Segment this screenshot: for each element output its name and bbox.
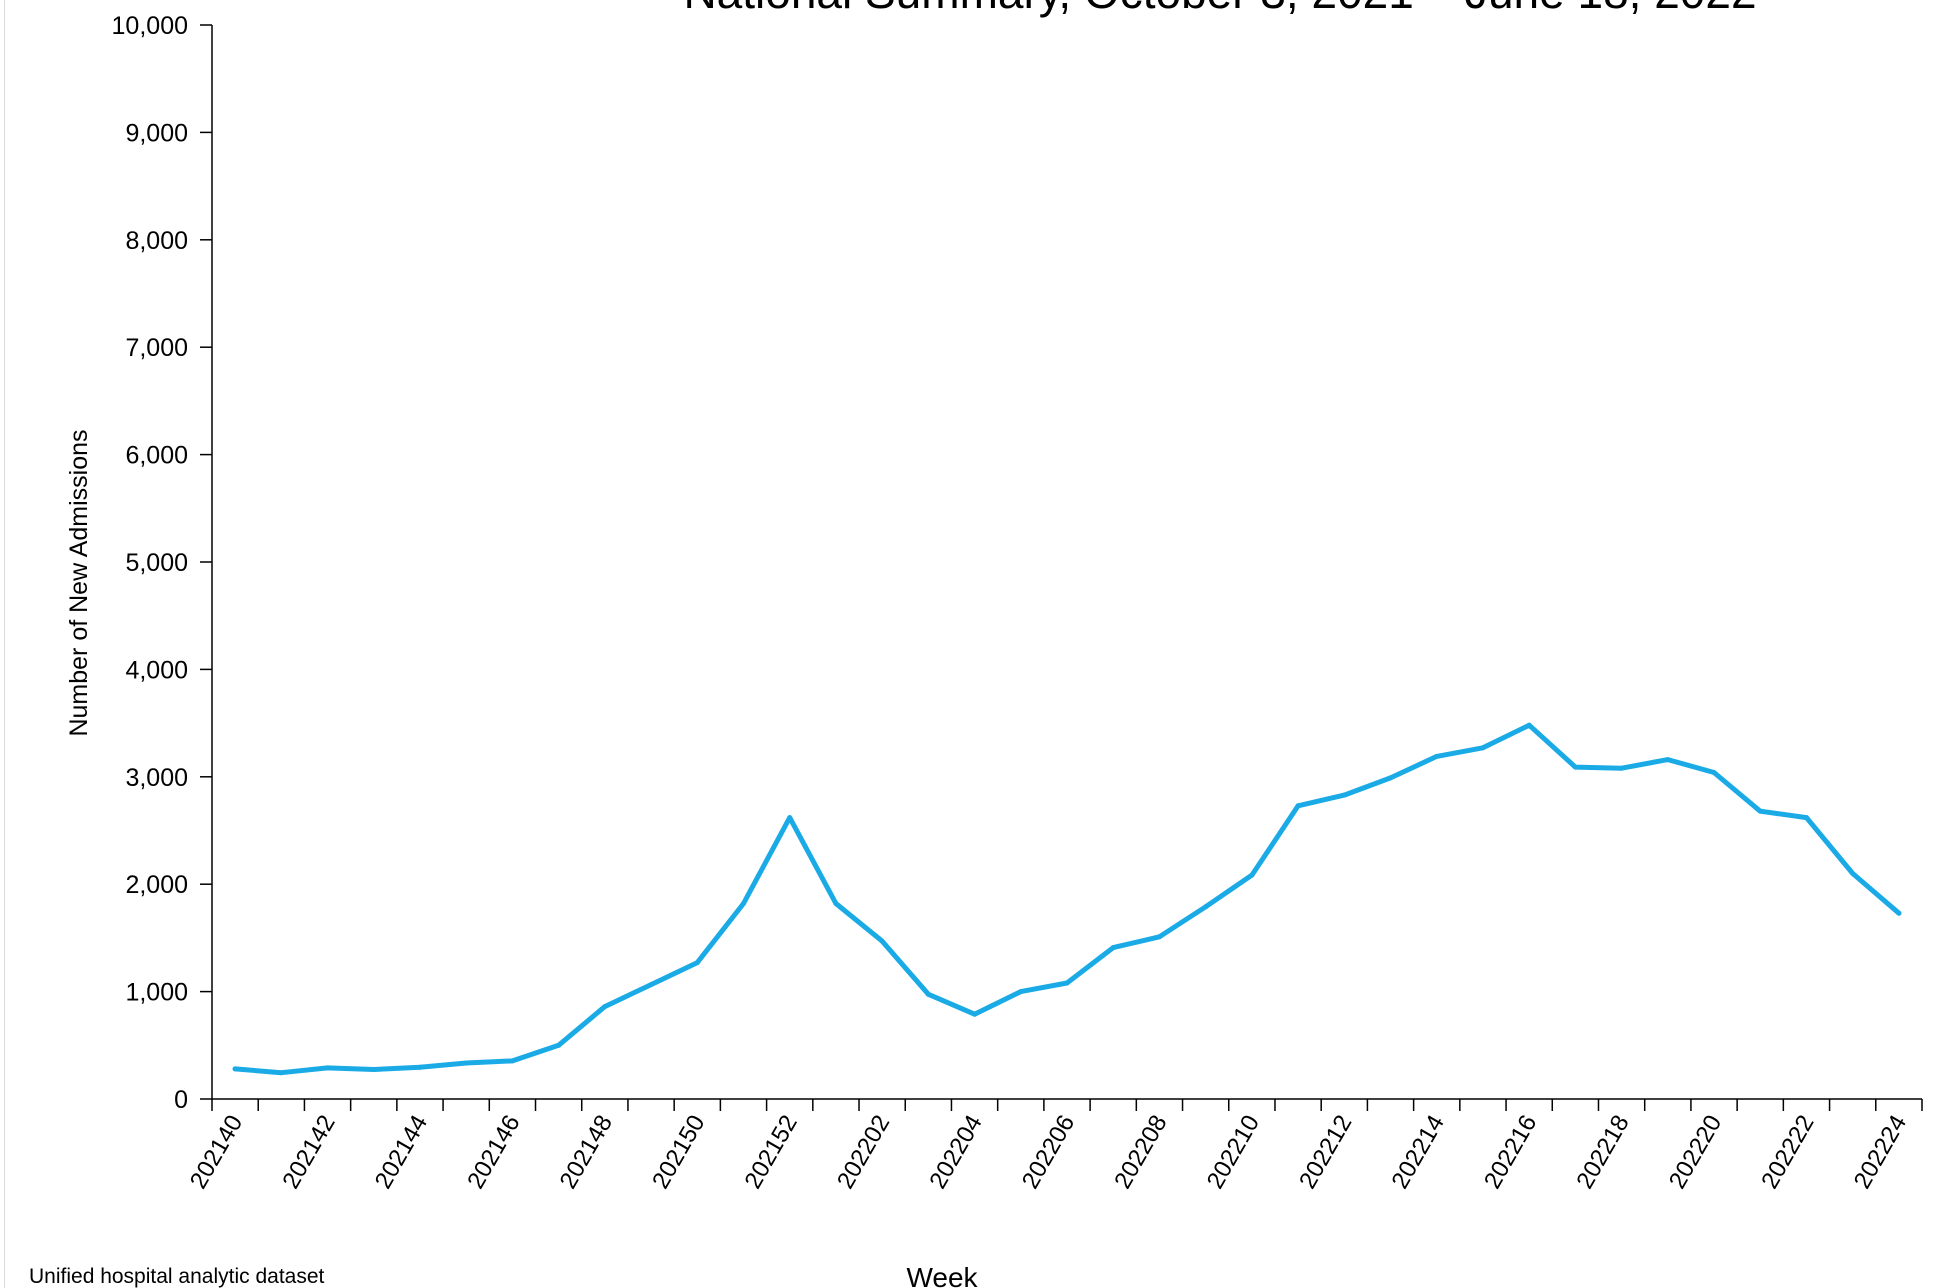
data-point	[232, 1066, 238, 1072]
data-point	[1388, 775, 1393, 781]
data-point	[1480, 745, 1486, 751]
y-tick-label: 1,000	[125, 979, 188, 1007]
x-axis-label: Week	[906, 1262, 978, 1288]
y-tick-label: 4,000	[125, 656, 188, 684]
data-point	[602, 1004, 608, 1010]
chart-title: National Summary, October 3, 2021 – June…	[683, 0, 1756, 18]
x-tick-label: 202218	[1571, 1111, 1634, 1194]
data-point	[648, 982, 654, 988]
data-point	[833, 901, 839, 906]
data-point	[463, 1060, 469, 1066]
data-point	[1526, 722, 1532, 728]
data-point	[1711, 770, 1717, 775]
source-note: Unified hospital analytic dataset	[29, 1265, 325, 1288]
data-point	[1619, 765, 1625, 771]
data-point	[417, 1064, 423, 1070]
y-tick-label: 2,000	[125, 871, 188, 899]
data-point	[1110, 945, 1116, 951]
image-border	[4, 0, 5, 1288]
data-point	[925, 991, 931, 997]
x-tick-label: 202224	[1849, 1111, 1912, 1194]
x-tick-label: 202220	[1664, 1111, 1727, 1194]
data-point	[1156, 934, 1162, 940]
data-point	[509, 1058, 515, 1064]
y-tick-label: 3,000	[125, 764, 188, 792]
series-layer	[232, 722, 1902, 1076]
data-point	[1203, 904, 1209, 910]
data-point	[1850, 871, 1856, 876]
x-tick-label: 202144	[370, 1111, 433, 1194]
data-point	[1896, 910, 1902, 916]
data-point	[1434, 753, 1440, 759]
x-tick-label: 202150	[647, 1111, 710, 1194]
data-point	[741, 901, 746, 906]
x-tick-label: 202208	[1109, 1111, 1172, 1194]
data-point	[1804, 815, 1809, 821]
data-point	[879, 938, 885, 944]
y-tick-label: 0	[174, 1086, 188, 1114]
data-point	[1572, 764, 1578, 770]
y-tick-label: 10,000	[112, 12, 188, 40]
data-point	[972, 1011, 978, 1017]
data-point	[1249, 872, 1255, 878]
y-tick-label: 5,000	[125, 549, 188, 577]
data-point	[787, 815, 793, 821]
x-tick-label: 202212	[1294, 1111, 1357, 1194]
y-tick-label: 8,000	[125, 227, 188, 255]
data-point	[694, 960, 700, 966]
x-tick-label: 202214	[1386, 1111, 1449, 1194]
data-point	[1018, 989, 1024, 995]
data-point	[325, 1065, 330, 1071]
x-tick-label: 202146	[462, 1111, 525, 1194]
data-point	[1665, 757, 1671, 763]
x-tick-label: 202216	[1479, 1111, 1542, 1194]
x-tick-label: 202202	[832, 1111, 895, 1194]
x-tick-label: 202222	[1756, 1111, 1819, 1194]
x-tick-label: 202204	[924, 1111, 987, 1194]
data-point	[371, 1067, 377, 1072]
data-point	[556, 1042, 562, 1048]
x-tick-label: 202206	[1017, 1111, 1080, 1194]
data-point	[278, 1070, 284, 1076]
series-line	[232, 722, 1902, 1076]
data-point	[1295, 803, 1301, 809]
y-axis-label: Number of New Admissions	[65, 429, 93, 736]
x-tick-label: 202210	[1202, 1111, 1265, 1194]
x-tick-label: 202140	[185, 1111, 248, 1194]
x-axis: 202140 202142 202144 202146 202148 202150 2021…	[185, 1098, 1923, 1194]
y-axis: 0 1,000 2,000 3,000 4,000 5,000 6,000 7,000 8,00…	[112, 12, 213, 1114]
data-point	[1757, 808, 1763, 814]
y-tick-label: 7,000	[125, 334, 188, 362]
x-tick-label: 202142	[277, 1111, 340, 1194]
x-tick-label: 202152	[739, 1111, 802, 1194]
y-tick-label: 6,000	[125, 442, 188, 470]
data-point	[1341, 792, 1347, 798]
data-point	[1064, 980, 1070, 986]
y-tick-label: 9,000	[125, 119, 188, 147]
x-tick-label: 202148	[555, 1111, 618, 1194]
